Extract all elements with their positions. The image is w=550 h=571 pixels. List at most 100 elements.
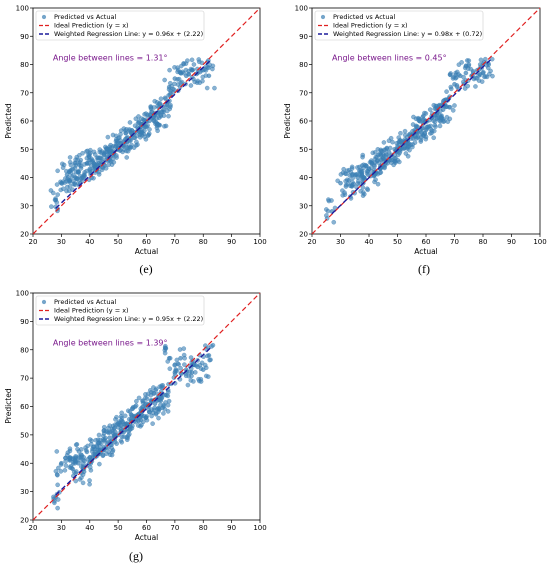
data-point [402, 128, 408, 134]
data-point [163, 343, 168, 349]
data-point [85, 161, 90, 166]
data-point [173, 367, 179, 372]
y-tick-label: 50 [20, 146, 29, 154]
y-tick-label: 90 [20, 318, 29, 326]
data-point [338, 172, 344, 177]
data-point [483, 74, 488, 79]
data-point [382, 165, 387, 171]
data-point [358, 168, 363, 173]
data-point [96, 432, 102, 438]
data-point [355, 181, 360, 186]
data-point [196, 57, 201, 62]
data-point [156, 115, 162, 121]
x-tick-label: 50 [393, 238, 402, 246]
data-point [359, 163, 365, 168]
y-tick-label: 70 [20, 89, 29, 97]
data-point [428, 126, 433, 132]
x-tick-label: 40 [85, 238, 94, 246]
data-point [151, 118, 156, 123]
data-point [148, 105, 154, 110]
data-point [119, 434, 125, 439]
data-point [94, 443, 99, 448]
data-point [58, 469, 64, 474]
data-point [432, 122, 438, 128]
data-point [73, 442, 79, 448]
x-axis-label: Actual [135, 247, 159, 256]
y-tick-label: 60 [20, 118, 29, 126]
data-point [375, 181, 381, 187]
data-point [364, 186, 370, 192]
data-point [55, 168, 60, 174]
data-point [87, 478, 92, 483]
data-point [128, 424, 133, 429]
data-point [76, 169, 81, 175]
data-point [77, 153, 82, 158]
chart-panel-g: 20 30 40 50 60 70 80 90 100 20 30 40 50 60 70 80 90 100 Pr… [4, 290, 267, 564]
y-tick-label: 100 [295, 5, 308, 13]
data-point [447, 105, 453, 110]
data-point [55, 482, 60, 488]
data-point [168, 81, 173, 86]
data-point [424, 126, 429, 132]
data-point [463, 78, 469, 83]
data-point [88, 147, 93, 153]
data-point [447, 116, 453, 122]
data-point [396, 152, 401, 158]
data-point [349, 166, 355, 171]
data-point [105, 134, 111, 140]
legend-marker-points [320, 14, 326, 20]
data-point [448, 71, 453, 76]
data-point [55, 472, 60, 478]
data-point [123, 130, 128, 136]
data-point [204, 85, 210, 91]
x-tick-label: 50 [114, 524, 123, 532]
chart-panel-e: 20 30 40 50 60 70 80 90 100 20 30 40 50 60 70 80 90 100 Pr… [4, 5, 267, 277]
x-tick-label: 60 [142, 238, 151, 246]
x-tick-label: 60 [142, 524, 151, 532]
data-point [82, 170, 87, 175]
data-point [162, 350, 168, 356]
data-point [158, 402, 163, 408]
data-point [136, 114, 141, 119]
data-point [63, 463, 69, 468]
data-point [362, 191, 367, 197]
data-point [210, 342, 216, 348]
data-point [167, 67, 172, 73]
data-point [175, 361, 181, 366]
y-tick-label: 50 [20, 431, 29, 439]
data-point [112, 425, 117, 430]
data-point [165, 402, 171, 408]
data-point [151, 385, 156, 390]
scatter-series [324, 56, 495, 225]
y-tick-label: 100 [16, 290, 29, 298]
data-point [438, 108, 443, 114]
data-point [119, 410, 124, 416]
data-point [83, 447, 89, 453]
y-tick-label: 20 [20, 517, 29, 525]
y-tick-label: 70 [299, 89, 308, 97]
data-point [61, 162, 67, 168]
data-point [160, 109, 165, 115]
data-point [379, 149, 385, 154]
data-point [459, 60, 464, 65]
ideal-line [311, 7, 541, 235]
data-point [134, 133, 139, 139]
data-point [167, 106, 172, 112]
data-point [398, 130, 403, 136]
data-point [418, 139, 424, 144]
data-point [135, 142, 140, 147]
data-point [88, 157, 93, 163]
data-point [73, 157, 78, 162]
legend-label: Weighted Regression Line: y = 0.96x + (2… [54, 30, 203, 38]
data-point [110, 449, 115, 454]
data-point [155, 405, 161, 411]
data-point [149, 110, 154, 115]
data-point [203, 73, 209, 78]
data-point [54, 182, 60, 187]
data-point [109, 428, 115, 434]
x-axis-label: Actual [135, 533, 159, 542]
data-point [157, 100, 163, 106]
data-point [80, 480, 86, 486]
data-point [71, 181, 76, 187]
data-point [87, 152, 92, 157]
